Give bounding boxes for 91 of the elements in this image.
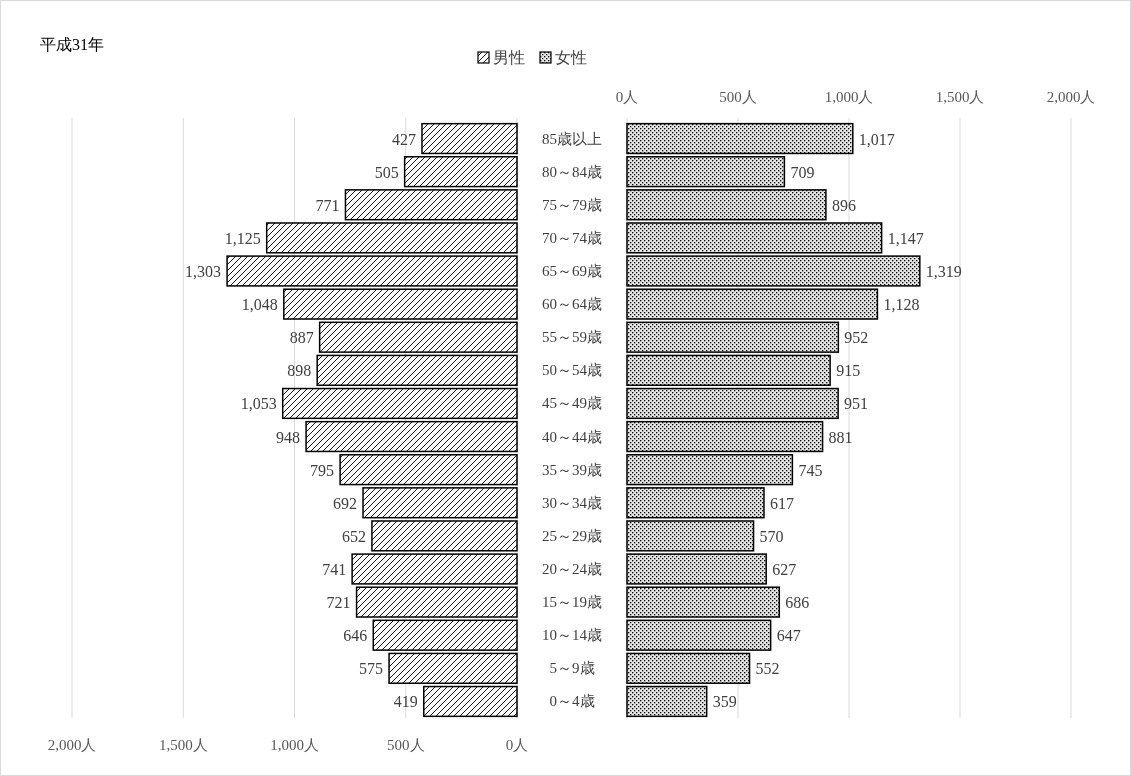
bar	[388, 652, 518, 684]
data-label: 721	[326, 594, 351, 612]
x-tick-label: 1,500人	[935, 89, 985, 105]
y-tick-label: 5～9歳	[549, 660, 595, 677]
data-label: 627	[772, 561, 797, 578]
data-label: 951	[844, 395, 869, 413]
bar	[362, 487, 518, 519]
bar	[423, 685, 518, 718]
bar	[626, 156, 786, 188]
x-tick-label: 0人	[505, 737, 529, 753]
data-label: 771	[315, 196, 340, 214]
data-label: 1,128	[883, 296, 920, 314]
x-tick-label: 0人	[615, 89, 639, 105]
bar	[626, 420, 824, 453]
x-tick-label: 2,000人	[47, 737, 97, 753]
y-tick-label: 80～84歳	[542, 163, 602, 180]
data-label: 709	[790, 163, 815, 181]
data-label: 1,319	[925, 263, 962, 280]
y-tick-label: 75～79歳	[542, 196, 602, 213]
bar	[626, 122, 854, 155]
data-label: 570	[759, 527, 784, 545]
bar	[626, 354, 831, 386]
legend-label: 男性	[493, 49, 525, 66]
bar	[403, 156, 518, 188]
y-tick-label: 60～64歳	[542, 296, 602, 313]
bar	[316, 354, 518, 386]
y-tick-label: 70～74歳	[542, 229, 602, 246]
y-tick-label: 25～29歳	[542, 527, 602, 544]
y-tick-label: 15～19歳	[542, 594, 602, 611]
y-tick-label: 20～24歳	[542, 561, 602, 577]
data-label: 1,053	[240, 395, 277, 413]
data-label: 1,147	[887, 229, 924, 247]
bar	[626, 321, 840, 353]
data-label: 552	[755, 660, 780, 678]
data-label: 692	[333, 494, 358, 512]
x-tick-label: 1,000人	[270, 737, 319, 753]
data-label: 646	[343, 627, 368, 645]
data-label: 652	[341, 527, 366, 545]
data-label: 427	[391, 130, 416, 148]
y-tick-label: 0～4歳	[549, 693, 595, 710]
data-label: 896	[831, 196, 856, 214]
bar	[626, 619, 772, 651]
chart-title: 平成31年	[40, 36, 104, 53]
bar	[626, 387, 839, 420]
x-tick-label: 500人	[387, 737, 425, 753]
data-label: 948	[276, 428, 301, 446]
data-label: 952	[844, 329, 869, 347]
data-label: 419	[393, 693, 418, 711]
y-tick-label: 65～69歳	[542, 263, 602, 279]
y-tick-label: 40～44歳	[542, 428, 602, 445]
data-label: 617	[769, 494, 794, 512]
x-tick-label: 1,500人	[158, 737, 208, 753]
y-tick-label: 85歳以上	[542, 130, 602, 147]
data-label: 686	[785, 594, 810, 612]
bar	[339, 454, 518, 486]
x-tick-label: 500人	[719, 89, 757, 105]
data-label: 1,125	[224, 229, 261, 247]
bar	[318, 321, 518, 353]
data-label: 881	[828, 428, 853, 446]
data-label: 915	[836, 362, 861, 380]
data-label: 359	[712, 693, 737, 711]
y-tick-label: 45～49歳	[542, 395, 602, 412]
y-tick-label: 50～54歳	[542, 362, 602, 379]
data-label: 795	[310, 461, 335, 479]
bar	[344, 189, 518, 221]
bar	[626, 487, 765, 519]
data-label: 1,017	[858, 130, 895, 148]
bar	[281, 387, 518, 420]
bar	[305, 420, 518, 453]
data-label: 898	[287, 362, 312, 380]
x-tick-label: 1,000人	[824, 89, 874, 105]
y-tick-label: 10～14歳	[542, 627, 602, 644]
y-tick-label: 30～34歳	[542, 494, 602, 511]
data-label: 741	[322, 561, 347, 578]
bar	[626, 189, 827, 221]
x-tick-label: 2,000人	[1046, 89, 1096, 105]
data-label: 505	[374, 163, 399, 181]
data-label: 575	[359, 660, 384, 678]
data-label: 1,048	[241, 296, 278, 314]
legend-label: 女性	[555, 49, 587, 66]
data-label: 647	[776, 627, 801, 645]
bar	[372, 619, 518, 651]
y-tick-label: 55～59歳	[542, 329, 602, 346]
bar	[421, 122, 518, 155]
bar	[626, 454, 794, 486]
data-label: 1,303	[185, 263, 222, 280]
data-label: 887	[289, 329, 314, 347]
data-label: 745	[798, 461, 823, 479]
bar	[626, 652, 751, 684]
bar	[626, 685, 708, 718]
y-tick-label: 35～39歳	[542, 461, 602, 478]
